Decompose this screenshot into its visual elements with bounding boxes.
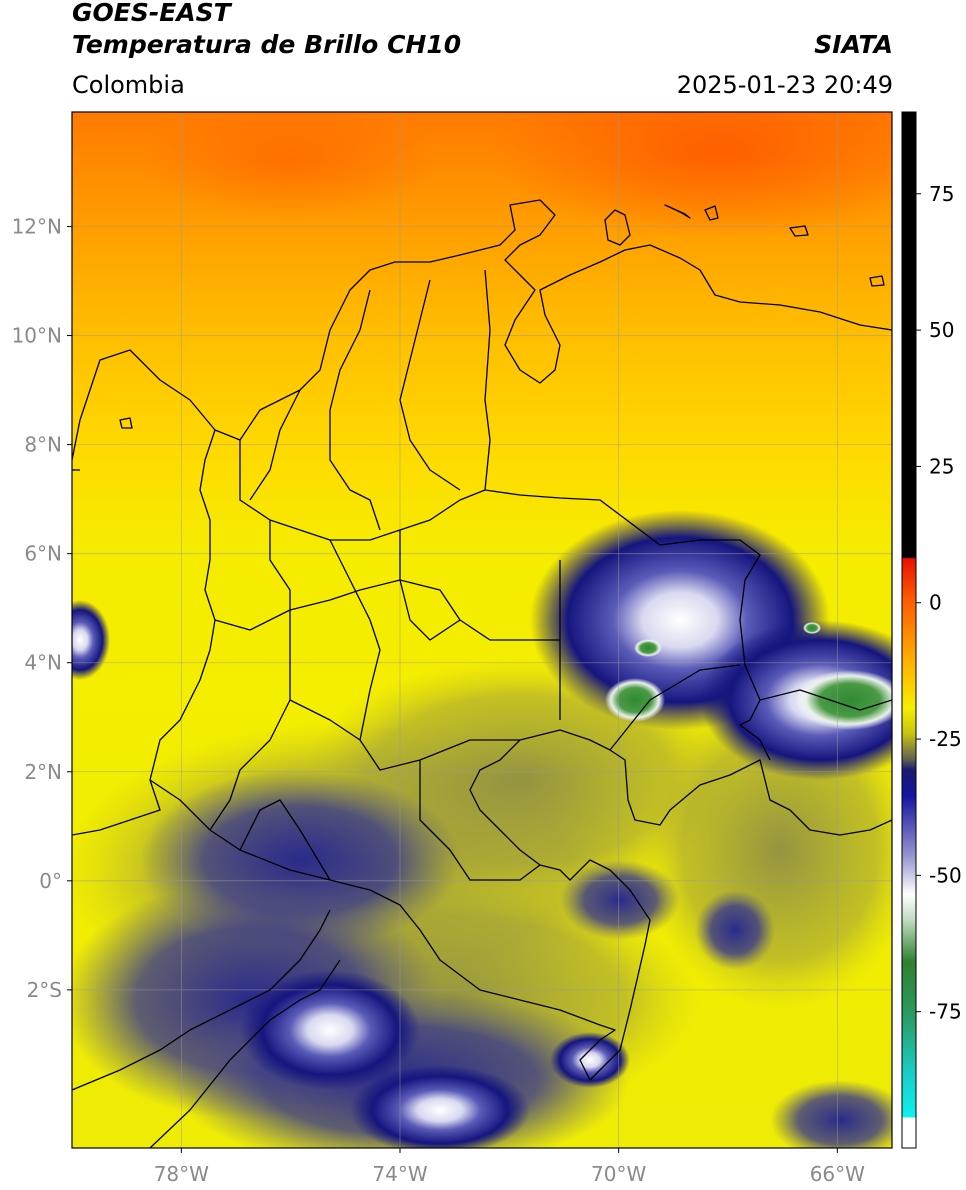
cold-cloud-top [803,622,821,634]
graticule [72,112,892,1148]
island [119,417,133,429]
admin-border [759,689,892,711]
colorbar-tick-label: 0 [929,591,942,615]
cloud-navy [72,600,110,680]
admin-border [239,440,486,541]
lon-tick-label: 66°W [810,1162,865,1186]
lat-tick-label: 8°N [24,433,62,457]
lat-tick-label: 12°N [12,215,62,239]
admin-border [609,664,741,751]
island [869,275,885,287]
cold-cloud-top [634,639,662,657]
latitude-ticks: 12°N 10°N 8°N 6°N 4°N 2°N 0° 2°S [12,215,72,1002]
admin-border [419,760,541,881]
island [789,225,809,237]
convective-cloud [350,1065,530,1148]
colorbar-tick-label: 25 [929,454,954,478]
cloud-navy [695,890,775,970]
colorbar-tick-label: 50 [929,318,954,342]
south-border [149,959,341,1148]
lat-tick-label: 0° [39,869,62,893]
lon-tick-label: 70°W [591,1162,646,1186]
admin-border [399,279,461,491]
amazon-border [72,909,331,1091]
colorbar-tick-label: -25 [929,727,962,751]
longitude-ticks: 78°W 74°W 70°W 66°W [154,1148,865,1186]
colorbar-tick-label: -75 [929,1000,962,1024]
lat-tick-label: 6°N [24,542,62,566]
admin-border [289,699,361,741]
cold-cloud-top [605,678,665,722]
lat-tick-label: 2°S [27,978,62,1002]
satellite-title: GOES-EAST [72,0,231,27]
datetime-label: 2025-01-23 20:49 [676,71,893,99]
product-title: Temperatura de Brillo CH10 [72,30,462,59]
island [604,209,631,246]
admin-border [329,539,520,771]
colombia-border [484,269,771,761]
map-frame [71,111,893,1149]
convective-cloud [550,1032,630,1088]
lon-tick-label: 74°W [372,1162,427,1186]
admin-border [239,799,331,881]
admin-border [399,530,461,641]
lat-tick-label: 10°N [12,324,62,348]
lat-tick-label: 2°N [24,760,62,784]
lat-tick-label: 4°N [24,651,62,675]
colorbar-tick-label: 75 [929,182,954,206]
colorbar [901,111,917,1149]
convective-cloud [240,970,420,1090]
admin-border [249,389,301,501]
warm-region [140,112,440,220]
colombia-border [149,729,892,1081]
lon-tick-label: 78°W [154,1162,209,1186]
island [704,205,719,221]
island [664,204,691,219]
coastline-borders [72,199,892,1148]
colorbar-ticks: 75 50 25 0 -25 -50 -75 [916,182,962,1024]
warm-region [490,112,892,240]
colorbar-tick-label: -50 [929,863,962,887]
cloud-navy [770,1080,892,1148]
agency-label: SIATA [814,30,893,59]
cold-cloud-top [795,670,892,730]
pacific-coast [72,429,216,836]
region-label: Colombia [72,71,185,99]
admin-border [329,289,381,531]
